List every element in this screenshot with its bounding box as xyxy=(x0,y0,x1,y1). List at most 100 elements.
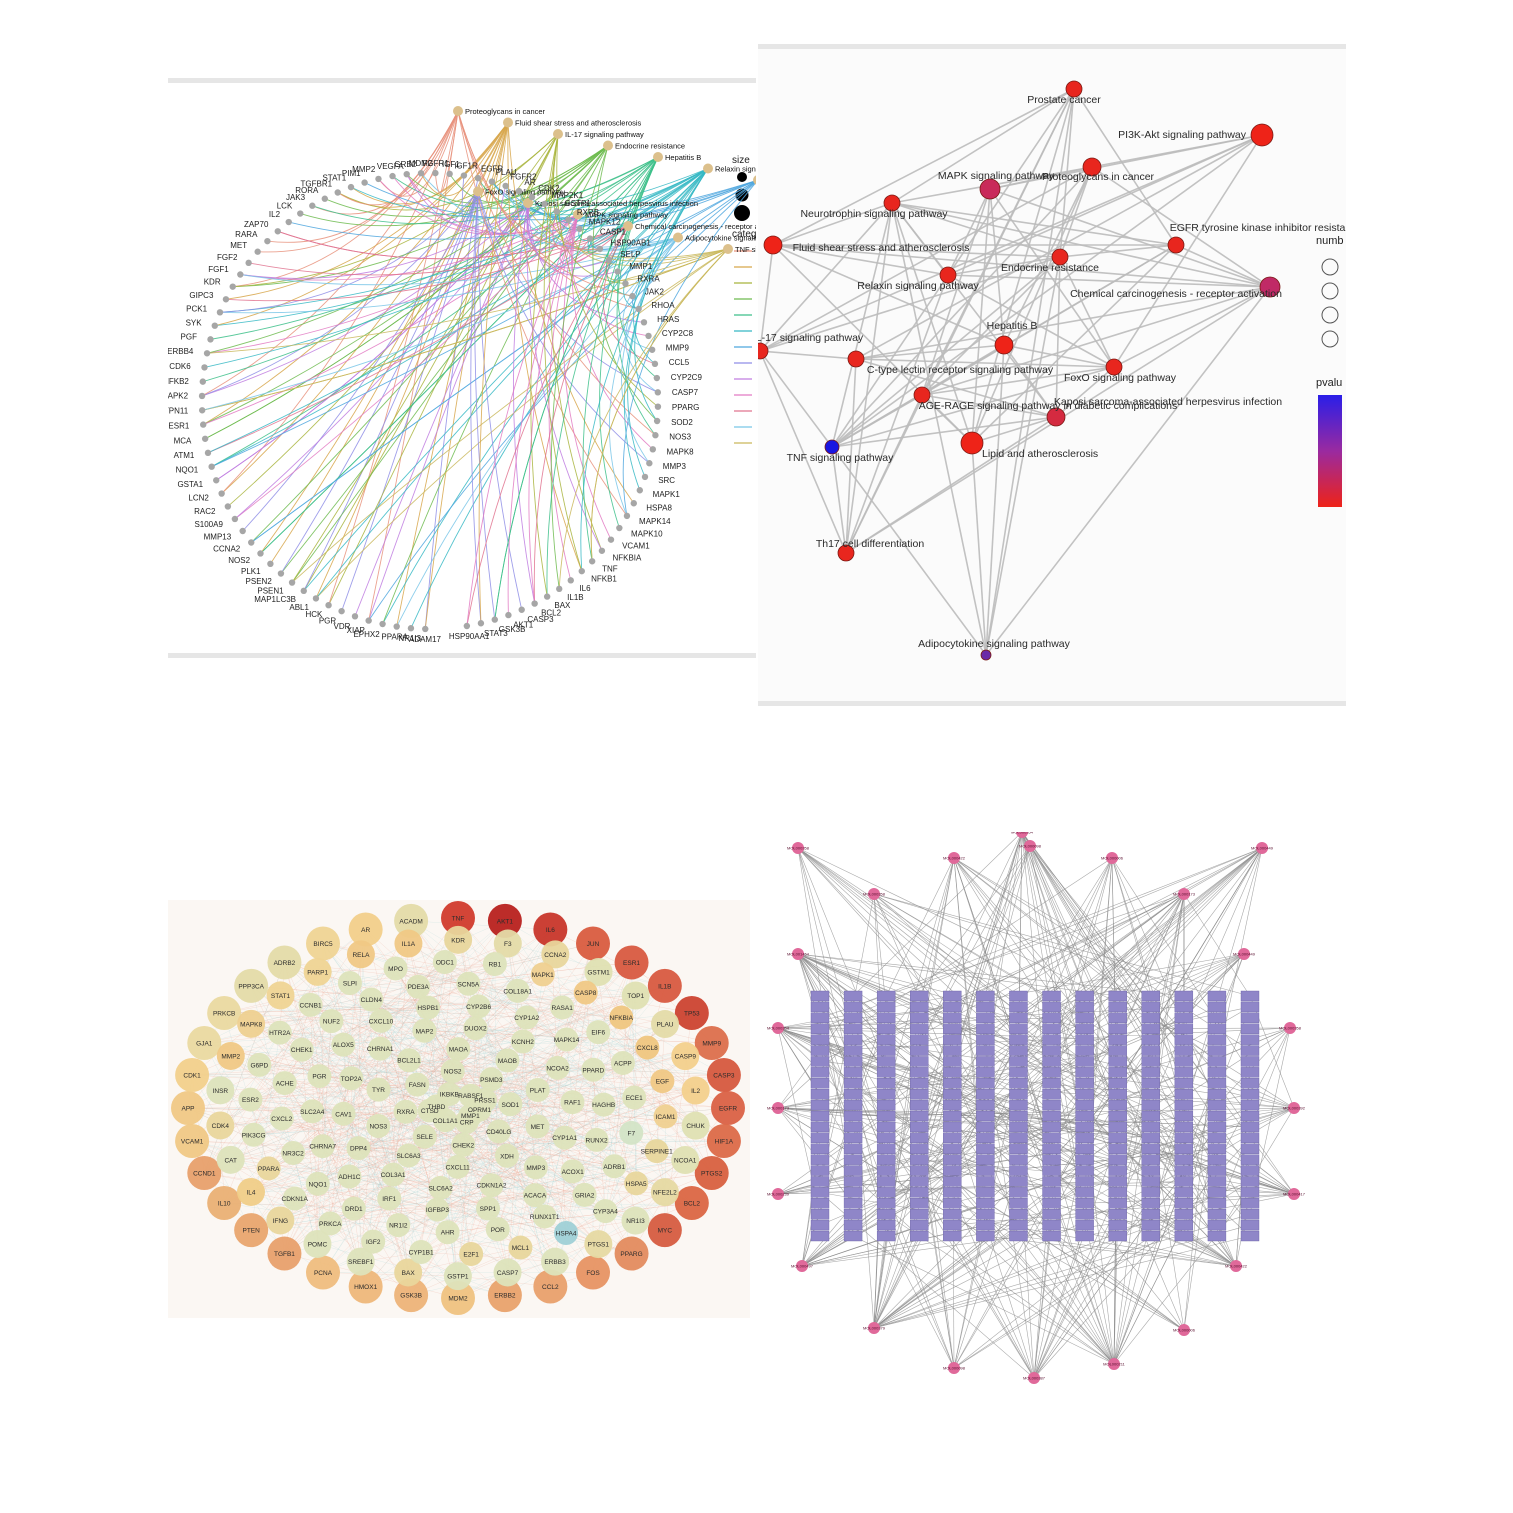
target-node xyxy=(1075,1198,1094,1209)
ppi-node xyxy=(475,1196,500,1221)
ppi-node xyxy=(651,1010,680,1039)
ppi-edge xyxy=(535,1167,606,1212)
target-node xyxy=(910,1176,929,1187)
gene-node xyxy=(553,208,560,215)
gene-node xyxy=(213,477,220,484)
ppi-node xyxy=(396,1143,421,1168)
compound-target-edge xyxy=(953,1181,1251,1369)
gene-pathway-edge xyxy=(590,248,729,562)
ppi-edge xyxy=(447,1131,500,1233)
ppi-node-label: RAF1 xyxy=(564,1100,581,1107)
ppi-node xyxy=(576,926,610,961)
pathway-edge xyxy=(772,244,973,444)
target-node xyxy=(876,1219,896,1231)
gene-label: NOS2 xyxy=(228,556,250,565)
ppi-node-label: SLC6A3 xyxy=(396,1153,421,1160)
gene-label: NFKB2 xyxy=(168,377,189,386)
ppi-edge xyxy=(507,974,544,1273)
compound-target-edge xyxy=(873,1224,1019,1329)
target-node xyxy=(1009,1110,1028,1122)
target-node xyxy=(1009,1045,1028,1056)
target-node xyxy=(1240,1198,1260,1209)
pathway-node xyxy=(847,350,865,368)
target-node xyxy=(1009,1208,1028,1220)
ppi-edge xyxy=(250,1187,441,1193)
gene-node xyxy=(198,407,206,414)
target-node xyxy=(1240,1088,1260,1100)
compound-target-edge xyxy=(797,953,887,1062)
gene-node xyxy=(379,620,386,628)
pathway-edge xyxy=(772,88,1075,246)
ppi-node xyxy=(346,1136,371,1161)
ppi-node xyxy=(554,1027,579,1052)
ppi-edge xyxy=(268,917,459,1169)
target-node xyxy=(910,1154,929,1165)
gene-node xyxy=(567,577,574,584)
ppi-node-label: BCL2L1 xyxy=(397,1058,421,1065)
gene-label: ADAM17 xyxy=(409,635,442,644)
gene-pathway-edge xyxy=(424,191,479,629)
target-node xyxy=(1174,1230,1194,1242)
target-node xyxy=(1240,1230,1260,1242)
ppi-node xyxy=(306,926,340,961)
target-node xyxy=(1174,1198,1194,1209)
ppi-node-label: HMOX1 xyxy=(354,1284,378,1291)
ppi-node xyxy=(417,1098,442,1123)
target-node xyxy=(910,1012,929,1024)
target-node xyxy=(1174,1132,1194,1144)
gene-node xyxy=(578,567,585,575)
ppi-node-label: DPP4 xyxy=(350,1146,367,1153)
compound-target-edge xyxy=(1018,1094,1115,1365)
gene-pathway-edge xyxy=(232,110,459,288)
ppi-edge xyxy=(223,920,506,1204)
gene-label: HSP90AB1 xyxy=(610,238,651,247)
target-node xyxy=(810,1012,830,1024)
compound-label: MOL000379 xyxy=(863,1326,886,1331)
ppi-node-label: CRP xyxy=(460,1119,474,1126)
target-node xyxy=(1009,1187,1028,1198)
gene-label: BAX xyxy=(554,601,571,610)
target-node xyxy=(1042,1176,1061,1187)
gene-label: IGF1R xyxy=(454,162,478,171)
ppi-node xyxy=(310,1134,335,1159)
target-node xyxy=(843,1143,863,1154)
gene-node xyxy=(325,601,332,609)
ppi-node xyxy=(346,1247,375,1276)
target-node xyxy=(876,1001,896,1013)
target-node xyxy=(810,1187,830,1198)
gene-pathway-edge xyxy=(420,122,509,197)
gene-label: CYP2C8 xyxy=(662,329,694,338)
ppi-node-label: NOS2 xyxy=(444,1069,462,1076)
ppi-node xyxy=(234,968,269,1003)
ppi-edge xyxy=(360,1020,382,1262)
ppi-node xyxy=(584,1127,609,1152)
ppi-edge xyxy=(319,1075,418,1085)
ppi-node-label: MMP9 xyxy=(702,1041,721,1048)
target-node xyxy=(1075,1143,1094,1154)
ppi-edge xyxy=(192,1140,556,1262)
gene-label: HSP90AA1 xyxy=(449,632,490,641)
target-node xyxy=(876,1176,896,1187)
ppi-edge xyxy=(463,962,632,1146)
pathway-edge xyxy=(921,286,1271,396)
ppi-node xyxy=(694,1026,729,1061)
target-node xyxy=(1141,1176,1160,1187)
ppi-node-label: BIRC5 xyxy=(313,941,333,948)
gene-node xyxy=(653,417,661,425)
compound-target-edge xyxy=(873,1235,986,1329)
pathway-node xyxy=(994,335,1014,355)
gene-pathway-edge xyxy=(203,214,579,426)
gene-pathway-circle-network: Proteoglycans in cancer Fluid shear stres… xyxy=(168,106,756,644)
gene-node xyxy=(245,259,252,267)
gene-pathway-edge xyxy=(457,110,628,517)
size-legend-title: size xyxy=(732,155,750,166)
target-node xyxy=(1207,1230,1227,1242)
target-node xyxy=(1240,990,1260,1002)
target-node xyxy=(843,1198,863,1209)
target-node xyxy=(910,1121,929,1133)
ppi-node xyxy=(498,1092,523,1117)
ppi-node xyxy=(272,1071,297,1096)
ppi-node xyxy=(671,1042,700,1071)
pathway-node xyxy=(824,439,840,455)
ppi-node-label: ERBB3 xyxy=(544,1259,566,1266)
